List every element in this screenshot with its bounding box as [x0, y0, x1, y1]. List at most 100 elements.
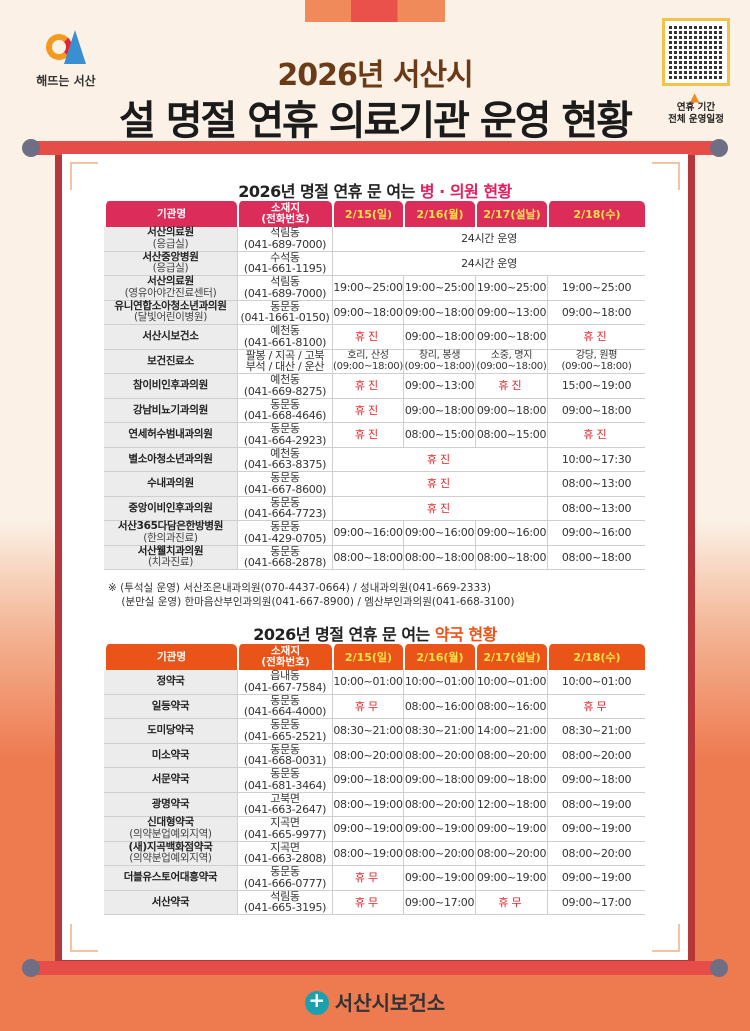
section-title-highlight: 병 · 의원 현황 — [419, 182, 512, 201]
phone-number: (041-664-2923) — [243, 433, 327, 447]
phone-number: (041-681-3464) — [243, 778, 327, 792]
col-header-date: 2/18(수) — [547, 201, 645, 227]
institution-name-cell: 별소아청소년과의원 — [104, 447, 237, 472]
phone-number: (041-689-7000) — [243, 237, 327, 251]
institution-note: (영유아야간진료센터) — [124, 286, 217, 299]
table-row: 연세허수범내과의원 동문동 (041-664-2923) 휴진 08:00~15:00 0… — [104, 423, 645, 448]
location-cell: 동문동 (041-668-4646) — [237, 398, 332, 423]
institution-name: 중앙이비인후과의원 — [128, 501, 213, 514]
col-header-date: 2/15(일) — [332, 201, 403, 227]
phone-number: (041-664-4000) — [243, 705, 327, 719]
institution-name-cell: 서산의료원 (응급실) — [104, 227, 237, 252]
institution-note: (의약분업예외지역) — [129, 827, 212, 840]
hours-cell: 08:00~18:00 — [403, 545, 475, 570]
institution-note: (달빛어린이병원) — [133, 311, 208, 324]
table-row: 서산약국 석림동 (041-665-3195) 휴무 09:00~17:00 휴무 09:0… — [104, 890, 645, 915]
institution-name: 도미당약국 — [147, 724, 194, 736]
hours-cell: 08:00~20:00 — [403, 743, 475, 768]
hospital-section-title: 2026년 명절 연휴 문 여는 병 · 의원 현황 — [0, 178, 750, 202]
table-row: 신대형약국 (의약분업예외지역) 지곡면 (041-665-9977) 09:00~19… — [104, 817, 645, 842]
city-slogan: 해뜨는 서산 — [36, 74, 96, 88]
institution-name-cell: 중앙이비인후과의원 — [104, 496, 237, 521]
phone-number: (041-664-7723) — [243, 507, 327, 521]
institution-name-cell: 강남비뇨기과의원 — [104, 398, 237, 423]
col-header-location-label: 소재지 — [271, 202, 300, 214]
hours-cell: 소중, 명지 (09:00~18:00) — [475, 349, 547, 374]
clinic-hours: (09:00~18:00) — [333, 361, 403, 373]
location: 예천동 — [270, 446, 300, 460]
hours-cell: 09:00~16:00 — [403, 521, 475, 546]
hours-cell: 09:00~13:00 — [403, 374, 475, 399]
location-cell: 읍내동 (041-667-7584) — [237, 670, 332, 695]
corner-ornament — [70, 924, 98, 952]
closed-cell: 휴무 — [475, 890, 547, 915]
col-header-location: 소재지 (전화번호) — [237, 644, 332, 670]
institution-name-cell: 서산중앙병원 (응급실) — [104, 251, 237, 276]
institution-note: (의약분업예외지역) — [129, 852, 212, 865]
institution-name: (새)지곡백화점약국 — [128, 840, 213, 853]
hours-cell: 08:00~16:00 — [403, 694, 475, 719]
table-row: 서산365다담은한방병원 (한의과진료) 동문동 (041-429-0705) 09:0… — [104, 521, 645, 546]
closed-cell: 휴진 — [332, 496, 547, 521]
location-cell: 동문동 (041-667-8600) — [237, 472, 332, 497]
location-cell: 고북면 (041-663-2647) — [237, 791, 332, 817]
col-header-date: 2/17(설날) — [475, 644, 547, 670]
hours-cell: 14:00~21:00 — [475, 719, 547, 744]
location-cell: 동문동 (041-665-2521) — [237, 719, 332, 744]
hours-cell: 10:00~17:30 — [547, 447, 645, 472]
institution-name-cell: 신대형약국 (의약분업예외지역) — [104, 817, 237, 842]
section-title-prefix: 2026년 명절 연휴 문 여는 — [238, 182, 420, 201]
scroll-rod-bottom — [22, 959, 728, 977]
section-title-highlight: 약국 현황 — [434, 625, 497, 644]
hours-cell: 19:00~25:00 — [403, 276, 475, 301]
arrow-up-icon: ▲ — [690, 90, 700, 104]
col-header-location: 소재지 (전화번호) — [237, 201, 332, 227]
note-dialysis: ※ (투석실 운영) 서산조은내과의원(070-4437-0664) / 성내과… — [108, 582, 491, 594]
hours-cell: 19:00~25:00 — [475, 276, 547, 301]
location: 동문동 — [270, 718, 300, 732]
institution-note: (한의과진료) — [143, 531, 198, 544]
corner-ornament — [652, 924, 680, 952]
location: 석림동 — [270, 226, 300, 240]
hours-cell: 09:00~19:00 — [403, 817, 475, 842]
location-cell: 동문동 (041-681-3464) — [237, 768, 332, 793]
notes: ※ (투석실 운영) 서산조은내과의원(070-4437-0664) / 성내과… — [108, 582, 514, 609]
location-cell: 동문동 (041-666-0777) — [237, 866, 332, 891]
table-row: 광명약국 고북면 (041-663-2647) 08:00~19:00 08:00~20… — [104, 791, 645, 817]
hours-cell: 08:30~21:00 — [547, 719, 645, 744]
location-cell: 동문동 (041-1661-0150) — [237, 299, 332, 325]
location: 읍내동 — [270, 669, 300, 683]
hours-cell: 09:00~13:00 — [475, 300, 547, 325]
phone-number: (041-429-0705) — [243, 531, 327, 545]
closed-cell: 휴무 — [547, 694, 645, 719]
table-row: 서산시보건소 예천동 (041-661-8100) 휴진 09:00~18:00 09:0… — [104, 325, 645, 350]
col-header-date: 2/18(수) — [547, 644, 645, 670]
phone-number: (041-689-7000) — [243, 286, 327, 300]
scroll-rod-top — [22, 139, 728, 157]
health-center-logo-icon — [304, 988, 329, 1015]
table-row: 서문약국 동문동 (041-681-3464) 09:00~18:00 09:00~18… — [104, 768, 645, 793]
institution-name-cell: 도미당약국 — [104, 719, 237, 744]
closed-cell: 휴진 — [332, 325, 403, 350]
location-cell: 수석동 (041-661-1195) — [237, 251, 332, 276]
institution-name: 서산시보건소 — [142, 330, 199, 342]
location-cell: 예천동 (041-661-8100) — [237, 325, 332, 350]
institution-name: 수내과의원 — [147, 477, 194, 489]
hours-cell: 09:00~19:00 — [332, 817, 403, 842]
location: 동문동 — [270, 865, 300, 879]
hours-cell: 10:00~01:00 — [547, 670, 645, 695]
col-header-location-label: 소재지 — [271, 645, 300, 657]
location: 동문동 — [270, 742, 300, 756]
qr-code[interactable] — [662, 18, 730, 86]
closed-cell: 휴무 — [332, 694, 403, 719]
closed-cell: 휴진 — [332, 374, 403, 399]
institution-name-cell: 유니연합소아청소년과의원 (달빛어린이병원) — [104, 300, 237, 325]
location-cell: 동문동 (041-668-2878) — [237, 545, 332, 570]
col-header-phone-label: (전화번호) — [261, 213, 310, 225]
institution-name-cell: 보건진료소 — [104, 349, 237, 374]
location: 고북면 — [270, 791, 300, 805]
col-header-phone-label: (전화번호) — [261, 656, 310, 668]
hours-cell: 08:00~20:00 — [403, 841, 475, 866]
institution-name: 강남비뇨기과의원 — [133, 403, 208, 416]
location: 동문동 — [270, 299, 300, 313]
